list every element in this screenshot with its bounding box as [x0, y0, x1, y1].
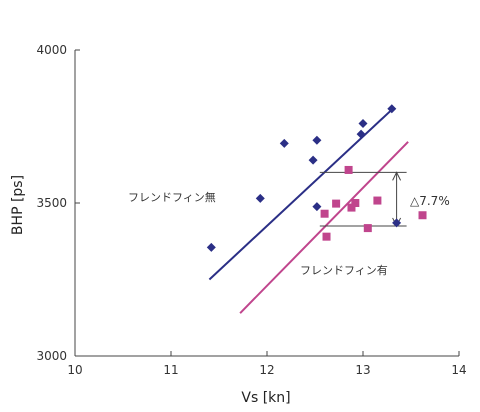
x-tick-label: 14 [451, 363, 466, 377]
data-point-with-fin [320, 209, 329, 218]
difference-arrow-up [392, 171, 402, 181]
x-tick-label: 10 [67, 363, 82, 377]
fit-line-with-fin [239, 141, 409, 314]
data-point-with-fin [373, 196, 382, 205]
series-label-without-fin: フレンドフィン無 [128, 190, 216, 204]
x-tick-label: 13 [355, 363, 370, 377]
data-point-with-fin [351, 199, 360, 207]
x-tick-label: 12 [259, 363, 274, 377]
data-point-without-fin [308, 155, 318, 165]
data-point-without-fin [255, 193, 265, 203]
data-point-without-fin [356, 129, 366, 139]
data-point-without-fin [312, 135, 322, 145]
data-point-without-fin [206, 242, 216, 252]
data-point-with-fin [363, 224, 372, 233]
y-tick-label: 4000 [36, 43, 67, 57]
data-point-without-fin [387, 104, 397, 114]
ticks: 10 11 12 13 14 3000 3500 4000 [36, 43, 466, 377]
series-label-with-fin: フレンドフィン有 [300, 263, 388, 277]
data-point-without-fin [392, 218, 402, 228]
data-points [206, 104, 427, 252]
data-point-with-fin [347, 203, 356, 212]
difference-label: △7.7% [410, 194, 450, 208]
fit-lines [208, 108, 409, 314]
data-point-without-fin [312, 202, 322, 212]
x-axis-title: Vs [kn] [241, 390, 290, 406]
x-tick-label: 11 [163, 363, 178, 377]
y-tick-label: 3500 [36, 196, 67, 210]
data-point-with-fin [344, 165, 353, 174]
data-point-without-fin [279, 138, 289, 148]
data-point-with-fin [322, 232, 331, 241]
y-axis-title: BHP [ps] [10, 175, 26, 235]
y-tick-label: 3000 [36, 349, 67, 363]
data-point-with-fin [332, 199, 341, 208]
data-point-without-fin [358, 118, 368, 128]
data-point-with-fin [418, 211, 427, 220]
